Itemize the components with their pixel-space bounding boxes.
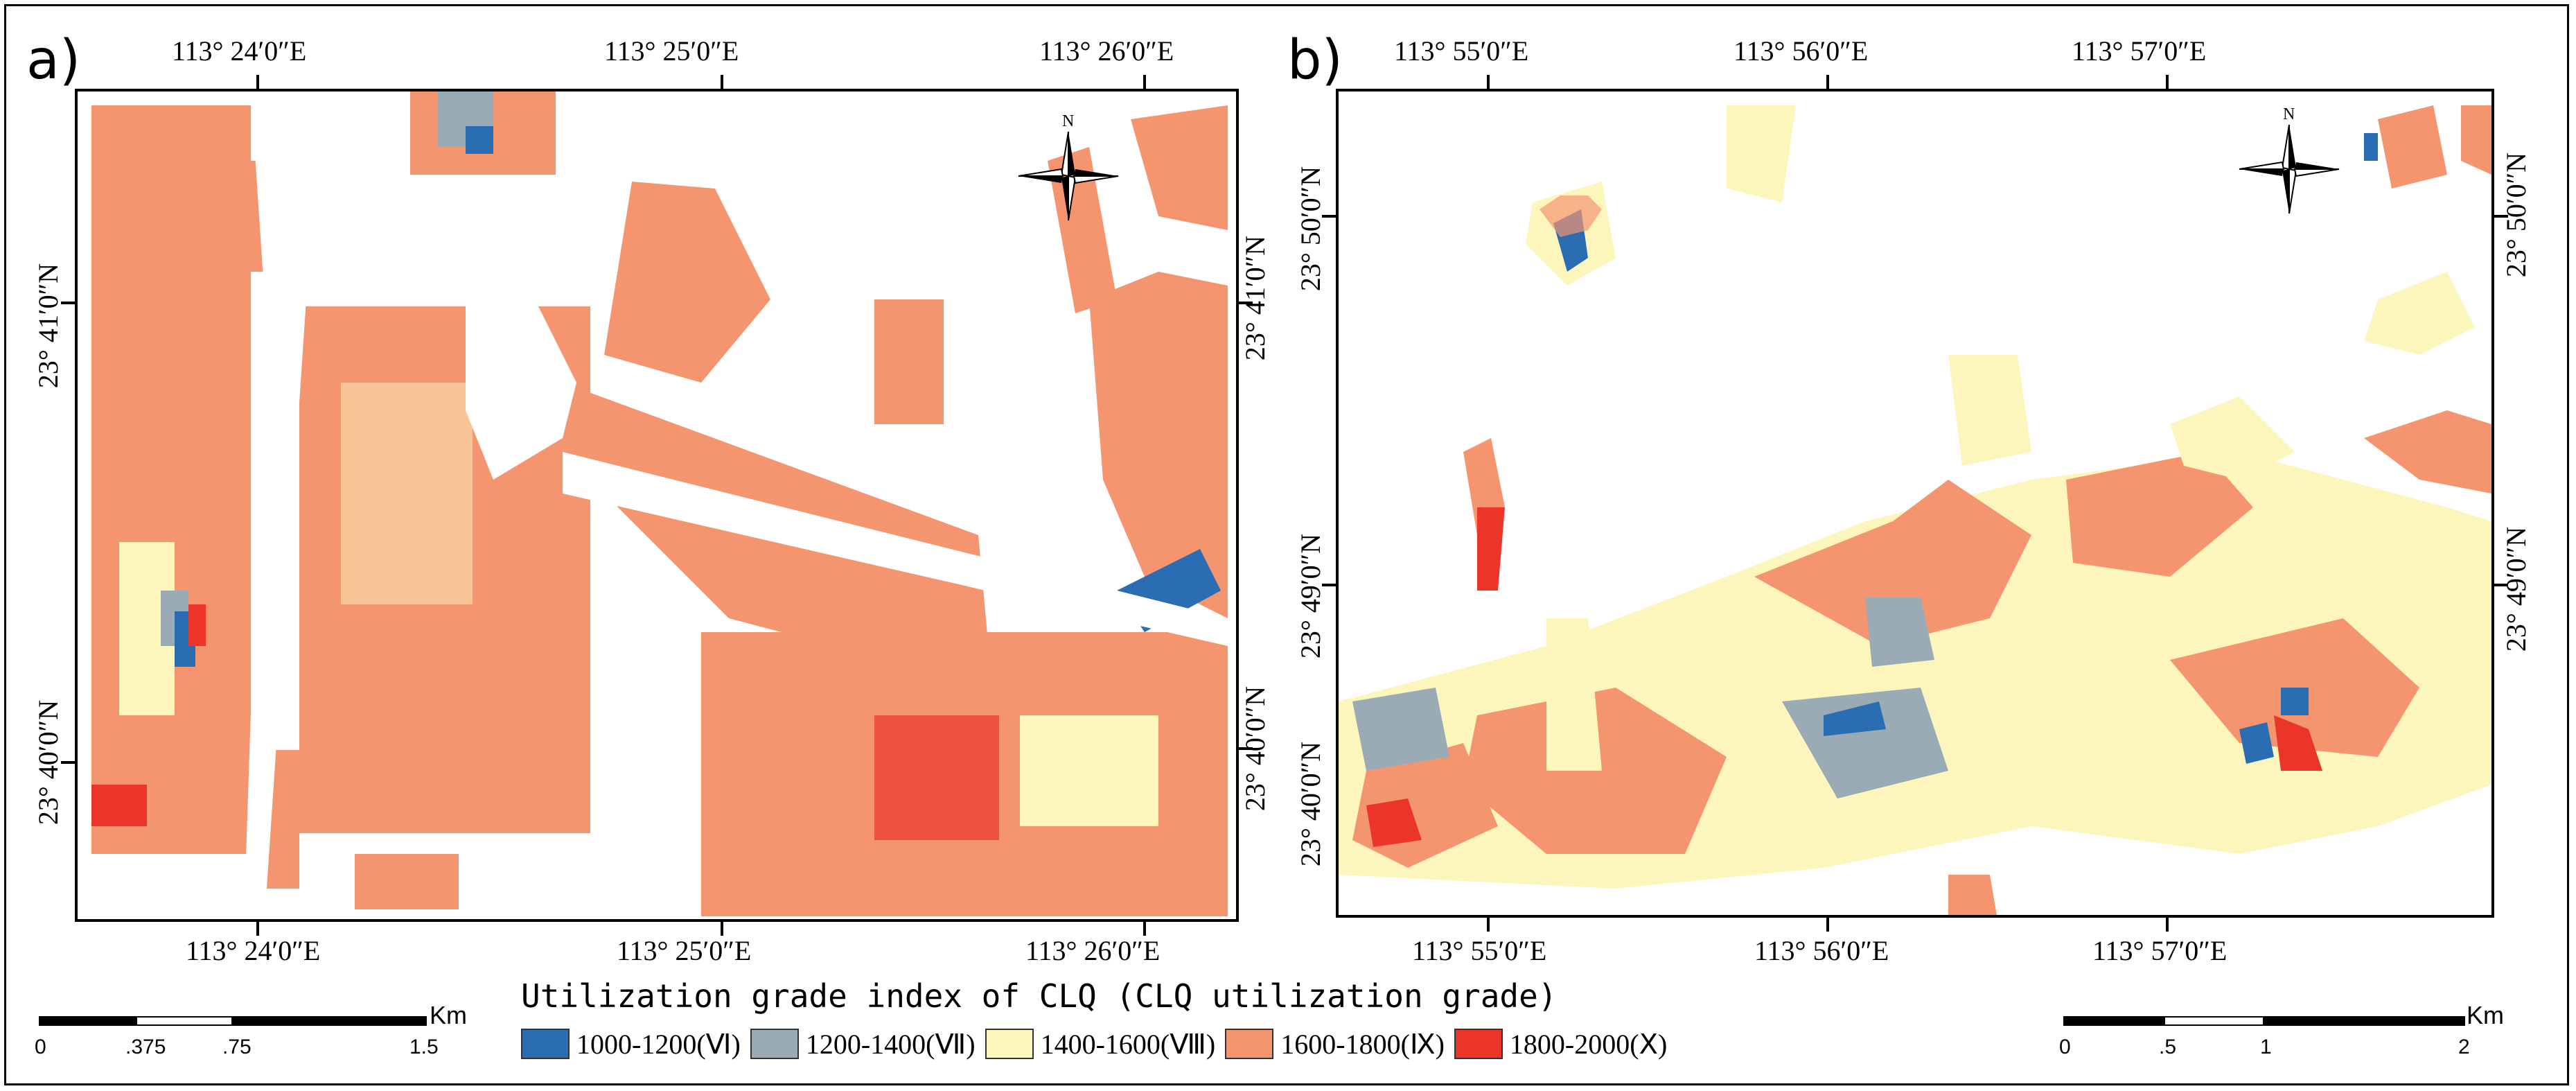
panel-a-tick-right-2	[1237, 747, 1253, 750]
panel-a-tick-top-1	[256, 75, 259, 90]
scalebar-right-tick-3: 2	[2458, 1036, 2470, 1058]
panel-a-bottom-lon-1: 113° 24′0″E	[186, 935, 321, 966]
scalebar-left: 0 .375 .75 1.5	[35, 1016, 439, 1058]
panel-b-tick-bottom-3	[2166, 916, 2169, 932]
panel-b-north-arrow: N	[2239, 105, 2340, 214]
panel-a-north-arrow: N	[1018, 112, 1119, 221]
panel-a-river	[244, 91, 1228, 919]
panel-a-top-lon-2: 113° 25′0″E	[604, 35, 739, 67]
scalebar-right-unit: Km	[2467, 1001, 2504, 1029]
panel-a-map: N	[75, 89, 1239, 922]
panel-b-left-lat-2: 23° 49′0″N	[1295, 533, 1326, 659]
panel-b-tick-top-3	[2166, 75, 2169, 90]
panel-a-right-lat-1: 23° 41′0″N	[1240, 235, 1271, 361]
panel-b-tick-top-2	[1826, 75, 1829, 90]
panel-a-tick-bottom-3	[1143, 920, 1146, 936]
scalebar-left-seg-3	[233, 1016, 427, 1026]
panel-b-tick-left-1	[1322, 215, 1337, 218]
panel-b-top-lon-1: 113° 55′0″E	[1394, 35, 1529, 67]
legend-item-x: 1800-2000(Ⅹ)	[1454, 1028, 1667, 1061]
legend-label-ix: 1600-1800(Ⅸ)	[1280, 1028, 1445, 1060]
legend-swatch-x	[1454, 1029, 1503, 1059]
panel-b-top-lon-3: 113° 57′0″E	[2072, 35, 2207, 67]
panel-b-land-use	[1339, 105, 2491, 915]
panel-a-left-lat-2: 23° 40′0″N	[33, 699, 64, 826]
panel-b-map: N	[1336, 89, 2494, 918]
panel-b-bottom-lon-2: 113° 56′0″E	[1754, 935, 1889, 966]
scalebar-left-seg-2	[136, 1016, 233, 1026]
panel-a-tick-top-2	[721, 75, 723, 90]
legend-swatch-vii	[750, 1029, 799, 1059]
legend-item-ix: 1600-1800(Ⅸ)	[1225, 1028, 1445, 1061]
panel-a-bottom-lon-3: 113° 26′0″E	[1025, 935, 1161, 966]
legend-swatch-vi	[521, 1029, 570, 1059]
legend-item-vii: 1200-1400(Ⅶ)	[750, 1028, 976, 1061]
panel-a-urban-areas	[91, 91, 1228, 916]
panel-b-top-lon-2: 113° 56′0″E	[1733, 35, 1869, 67]
scalebar-left-seg-1	[39, 1016, 136, 1026]
panel-a-map-canvas: N	[91, 91, 1228, 919]
panel-b-tick-bottom-1	[1487, 916, 1490, 932]
panel-b-bottom-lon-1: 113° 55′0″E	[1412, 935, 1547, 966]
panel-a-top-lon-3: 113° 26′0″E	[1039, 35, 1174, 67]
scalebar-right-seg-1	[2063, 1016, 2164, 1026]
scalebar-right-tick-0: 0	[2059, 1036, 2071, 1058]
panel-a-bottom-lon-2: 113° 25′0″E	[617, 935, 752, 966]
panel-b-right-lat-2: 23° 49′0″N	[2500, 526, 2532, 652]
panel-a-top-lon-1: 113° 24′0″E	[172, 35, 307, 67]
panel-b-tick-left-2	[1322, 584, 1337, 586]
scalebar-right-seg-2	[2164, 1016, 2264, 1026]
panel-a-right-lat-2: 23° 40′0″N	[1240, 686, 1271, 812]
panel-a-left-lat-1: 23° 41′0″N	[33, 263, 64, 389]
panel-b-label: b)	[1287, 29, 1343, 91]
panel-b-tick-top-1	[1487, 75, 1490, 90]
panel-b-left-lat-1: 23° 50′0″N	[1295, 166, 1326, 292]
panel-a-tick-bottom-2	[721, 920, 723, 936]
legend-title: Utilization grade index of CLQ (CLQ util…	[521, 977, 1558, 1015]
panel-b-right-lat-1: 23° 50′0″N	[2500, 152, 2532, 278]
scalebar-right-tick-2: 1	[2260, 1036, 2272, 1058]
legend-label-viii: 1400-1600(Ⅷ)	[1040, 1028, 1216, 1060]
scalebar-left-tick-2: .75	[222, 1036, 252, 1058]
scalebar-right: 0 .5 1 2	[2059, 1016, 2470, 1058]
legend-label-x: 1800-2000(Ⅹ)	[1509, 1028, 1668, 1060]
scalebar-left-tick-1: .375	[125, 1036, 166, 1058]
panel-a-tick-right-1	[1237, 302, 1253, 304]
scalebar-right-seg-3	[2264, 1016, 2465, 1026]
panel-b-map-canvas: N	[1339, 105, 2491, 915]
legend-swatch-ix	[1225, 1029, 1274, 1059]
legend-label-vii: 1200-1400(Ⅶ)	[805, 1028, 976, 1060]
panel-b-left-lat-3: 23° 40′0″N	[1295, 741, 1326, 867]
panel-b-tick-bottom-2	[1826, 916, 1829, 932]
legend-label-vi: 1000-1200(Ⅵ)	[576, 1028, 741, 1060]
legend-item-vi: 1000-1200(Ⅵ)	[521, 1028, 741, 1061]
panel-b-tick-right-1	[2493, 215, 2508, 218]
panel-a-tick-left-2	[61, 761, 76, 764]
panel-b-bottom-lon-3: 113° 57′0″E	[2092, 935, 2227, 966]
panel-a-tick-top-3	[1143, 75, 1146, 90]
panel-b-tick-right-2	[2493, 584, 2508, 586]
panel-a-tick-left-1	[61, 302, 76, 304]
scalebar-left-unit: Km	[430, 1001, 467, 1029]
scalebar-left-tick-3: 1.5	[409, 1036, 439, 1058]
legend-swatch-viii	[985, 1029, 1034, 1059]
panel-a-label: a)	[26, 29, 81, 91]
scalebar-right-tick-1: .5	[2159, 1036, 2177, 1058]
panel-a-tick-bottom-1	[256, 920, 259, 936]
panel-b-north-label: N	[2283, 105, 2295, 123]
legend: 1000-1200(Ⅵ) 1200-1400(Ⅶ) 1400-1600(Ⅷ) 1…	[521, 1026, 1677, 1062]
scalebar-left-tick-0: 0	[35, 1036, 46, 1058]
legend-item-viii: 1400-1600(Ⅷ)	[985, 1028, 1216, 1061]
panel-a-north-label: N	[1062, 112, 1074, 130]
